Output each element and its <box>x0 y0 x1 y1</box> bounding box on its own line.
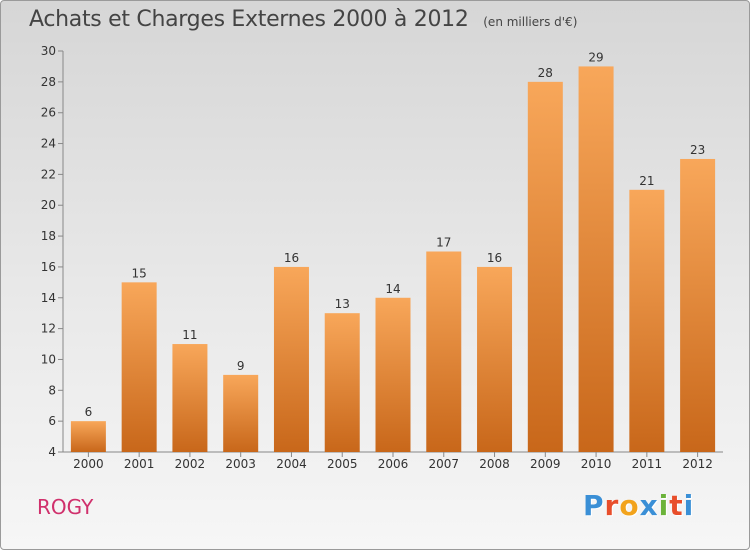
y-tick-label: 6 <box>48 414 56 428</box>
bar-2007 <box>426 251 462 452</box>
chart-title-text: Achats et Charges Externes 2000 à 2012 <box>29 7 469 32</box>
x-tick-label: 2004 <box>276 457 307 471</box>
x-tick-label: 2012 <box>682 457 713 471</box>
brand-logo-letter: x <box>639 489 659 522</box>
y-tick-label: 16 <box>41 260 56 274</box>
bar-2008 <box>477 266 513 452</box>
bar-2006 <box>375 297 411 452</box>
bar-value-label: 21 <box>639 174 654 188</box>
bar-2010 <box>578 66 614 452</box>
y-tick-label: 12 <box>41 322 56 336</box>
bar-2011 <box>629 189 665 453</box>
bar-value-label: 16 <box>284 251 299 265</box>
brand-logo-letter: r <box>604 489 620 522</box>
bar-2004 <box>273 266 309 452</box>
brand-logo-letter: t <box>669 489 684 522</box>
bar-2000 <box>70 421 106 452</box>
bar-value-label: 13 <box>335 297 350 311</box>
brand-logo-letter: o <box>619 489 640 522</box>
y-tick-label: 8 <box>48 383 56 397</box>
bar-value-label: 6 <box>85 405 93 419</box>
y-tick-label: 24 <box>41 137 56 151</box>
y-tick-label: 30 <box>41 44 56 58</box>
bar-value-label: 14 <box>385 282 400 296</box>
x-tick-label: 2000 <box>73 457 104 471</box>
bar-2002 <box>172 344 208 452</box>
x-tick-label: 2005 <box>327 457 358 471</box>
x-tick-label: 2010 <box>581 457 612 471</box>
bar-value-label: 23 <box>690 143 705 157</box>
x-tick-label: 2002 <box>175 457 206 471</box>
y-tick-label: 4 <box>48 445 56 459</box>
brand-logo-letter: i <box>683 489 695 522</box>
x-tick-label: 2001 <box>124 457 155 471</box>
bar-value-label: 29 <box>588 50 603 64</box>
x-tick-label: 2009 <box>530 457 561 471</box>
bar-value-label: 17 <box>436 236 451 250</box>
x-tick-label: 2006 <box>378 457 409 471</box>
bar-2012 <box>680 158 716 452</box>
bar-value-label: 28 <box>538 66 553 80</box>
x-tick-label: 2011 <box>632 457 663 471</box>
x-tick-label: 2003 <box>225 457 256 471</box>
y-tick-label: 22 <box>41 167 56 181</box>
brand-logo[interactable]: Proxiti <box>583 489 694 522</box>
bar-value-label: 16 <box>487 251 502 265</box>
chart-subtitle: (en milliers d'€) <box>483 15 578 29</box>
x-tick-label: 2008 <box>479 457 510 471</box>
brand-logo-letter: P <box>583 489 605 522</box>
bar-2009 <box>527 81 563 452</box>
commune-label: ROGY <box>37 495 94 519</box>
brand-logo-letter: i <box>658 489 670 522</box>
bar-value-label: 9 <box>237 359 245 373</box>
y-tick-label: 10 <box>41 352 56 366</box>
bar-value-label: 15 <box>132 266 147 280</box>
bar-value-label: 11 <box>182 328 197 342</box>
y-tick-label: 26 <box>41 106 56 120</box>
chart-title: Achats et Charges Externes 2000 à 2012 (… <box>29 7 577 32</box>
bar-2005 <box>324 313 360 452</box>
bar-2001 <box>121 282 157 452</box>
y-tick-label: 14 <box>41 291 56 305</box>
y-tick-label: 18 <box>41 229 56 243</box>
bar-2003 <box>223 374 259 452</box>
x-tick-label: 2007 <box>428 457 459 471</box>
y-tick-label: 28 <box>41 75 56 89</box>
y-tick-label: 20 <box>41 198 56 212</box>
